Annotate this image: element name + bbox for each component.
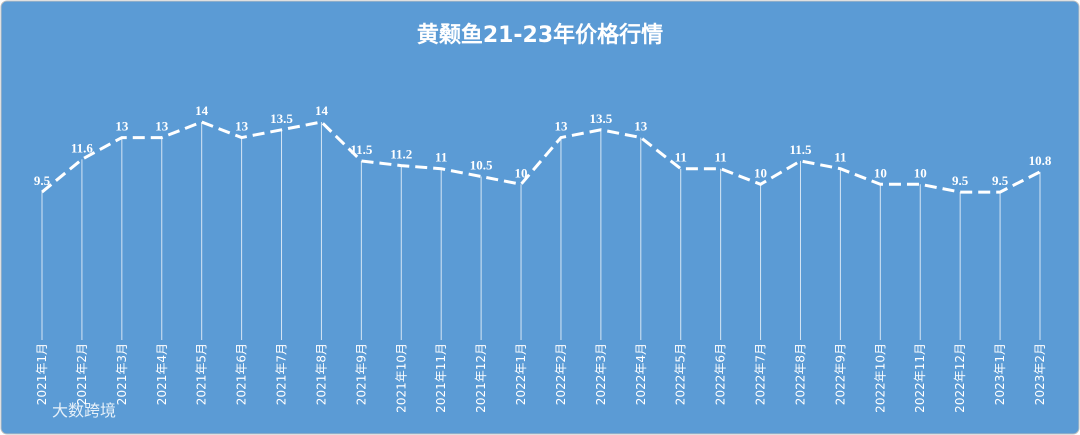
x-tick-label: 2022年5月 [674,343,688,405]
x-tick-label: 2022年12月 [953,343,967,413]
x-tick-label: 2021年8月 [314,343,328,405]
data-label: 10 [874,165,887,180]
x-tick-label: 2021年2月 [75,343,89,405]
data-label: 9.5 [992,173,1009,188]
x-tick-label: 2022年8月 [793,343,807,405]
x-tick-label: 2021年7月 [275,343,289,405]
x-tick-label: 2022年3月 [594,343,608,405]
data-label: 11.5 [789,142,812,157]
x-tick-label: 2021年1月 [35,343,49,405]
x-tick-label: 2021年11月 [434,343,448,413]
data-label: 11 [834,150,846,165]
x-tick-label: 2022年6月 [714,343,728,405]
data-label: 13 [554,119,568,134]
x-tick-label: 2022年9月 [833,343,847,405]
watermark: 大数跨境 [52,401,116,420]
data-label: 14 [315,103,329,118]
x-tick-label: 2022年2月 [554,343,568,405]
chart-title: 黄颡鱼21-23年价格行情 [417,22,663,48]
data-label: 13.5 [590,111,613,126]
x-tick-label: 2021年10月 [394,343,408,413]
data-label: 13 [634,119,648,134]
data-label: 10.5 [470,158,493,173]
x-tick-label: 2023年2月 [1033,343,1047,405]
x-tick-label: 2022年7月 [754,343,768,405]
price-line [41,120,1041,194]
x-tick-label: 2022年1月 [514,343,528,405]
data-label: 14 [195,103,209,118]
x-tick-label: 2021年4月 [155,343,169,405]
x-tick-label: 2023年1月 [993,343,1007,405]
data-label: 13 [155,119,169,134]
data-label: 13 [115,119,129,134]
x-tick-label: 2022年4月 [634,343,648,405]
data-label: 10 [914,165,927,180]
data-label: 11.2 [390,147,412,162]
data-label: 10 [754,165,767,180]
data-label: 11.5 [350,142,373,157]
x-tick-label: 2021年6月 [235,343,249,405]
data-label: 10 [515,165,528,180]
x-tick-label: 2021年12月 [474,343,488,413]
data-label: 9.5 [34,173,51,188]
data-label: 11.6 [71,140,94,155]
data-label: 13 [235,119,249,134]
x-tick-label: 2021年9月 [354,343,368,405]
x-tick-label: 2021年3月 [115,343,129,405]
data-label: 11 [714,150,726,165]
x-tick-label: 2022年10月 [873,343,887,413]
data-label: 13.5 [270,111,293,126]
x-tick-label: 2022年11月 [913,343,927,413]
data-label: 11 [435,150,447,165]
x-tick-label: 2021年5月 [195,343,209,405]
data-label: 10.8 [1029,153,1052,168]
data-label: 9.5 [952,173,969,188]
data-label: 11 [675,150,687,165]
